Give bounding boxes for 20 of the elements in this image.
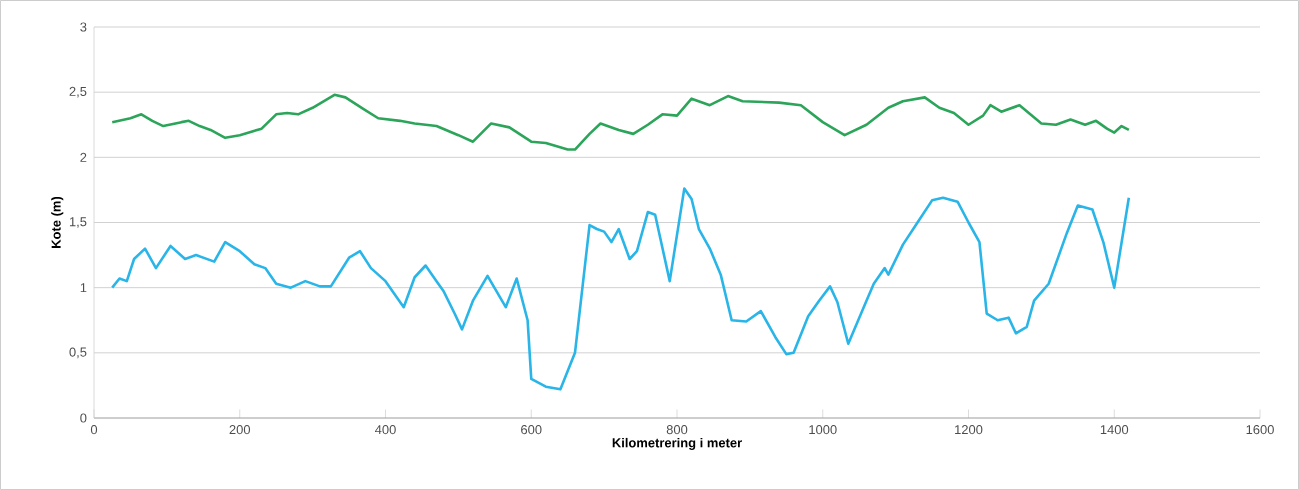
y-tick-label: 1 xyxy=(80,283,87,293)
y-tick-label: 1,5 xyxy=(69,217,87,228)
y-tick-label: 2,5 xyxy=(69,86,87,98)
x-axis-title: Kilometrering i meter xyxy=(612,437,742,451)
line-series xyxy=(110,93,1131,151)
x-tick-label: 600 xyxy=(521,425,542,435)
x-tick-label: 800 xyxy=(666,425,688,435)
y-axis-title: Kote (m) xyxy=(51,196,64,248)
y-tick-label: 3 xyxy=(80,22,87,32)
x-tick-label: 1000 xyxy=(809,425,837,435)
line-series xyxy=(110,187,1131,391)
x-tick-label: 0 xyxy=(90,425,98,435)
y-tick-label: 2 xyxy=(80,152,87,162)
x-tick-label: 1200 xyxy=(955,425,983,435)
y-tick-label: 0,5 xyxy=(69,347,87,359)
y-tick-label: 0 xyxy=(80,413,87,423)
x-tick-label: 200 xyxy=(229,425,251,435)
x-tick-label: 1600 xyxy=(1246,425,1274,435)
x-tick-label: 400 xyxy=(375,425,396,435)
x-tick-label: 1400 xyxy=(1100,425,1129,435)
